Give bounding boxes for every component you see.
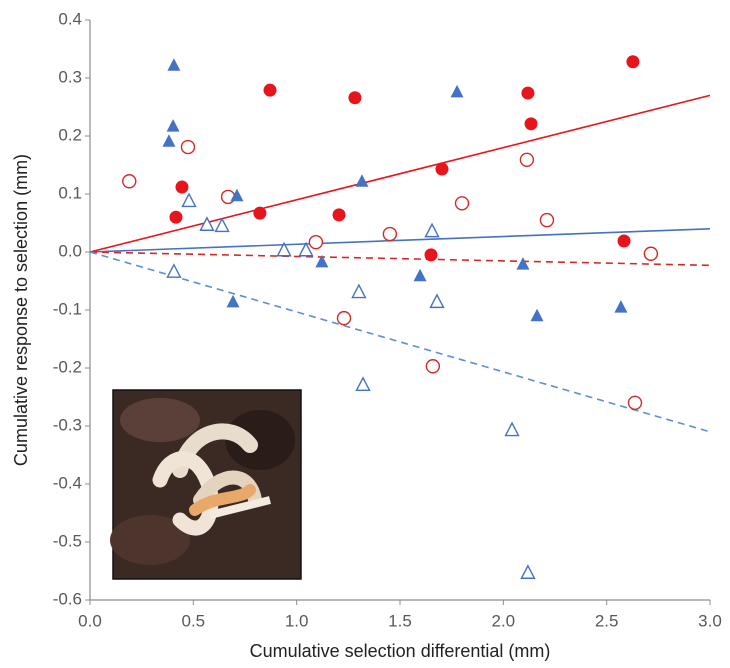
point (122, 174, 137, 189)
y-tick-label: 0.2 (58, 125, 82, 144)
point (539, 212, 555, 228)
y-tick-label: 0.4 (58, 9, 82, 28)
point (336, 310, 352, 326)
point (180, 139, 196, 155)
trend-line (89, 228, 711, 253)
point (253, 206, 267, 220)
y-tick-label: -0.1 (53, 299, 82, 318)
point (524, 117, 538, 131)
y-tick-label: 0.3 (58, 67, 82, 86)
y-tick-label: -0.6 (53, 589, 82, 608)
point (162, 134, 176, 147)
point (276, 241, 292, 257)
point (504, 421, 520, 437)
point (627, 395, 643, 410)
x-tick-label: 1.0 (285, 611, 309, 630)
point (521, 86, 535, 100)
trend-line (89, 94, 711, 253)
point (298, 241, 314, 257)
point (413, 268, 427, 282)
y-tick-label: 0.1 (58, 183, 82, 202)
point (181, 192, 197, 208)
point (429, 293, 445, 309)
x-axis-title: Cumulative selection differential (mm) (250, 641, 551, 661)
x-tick-label: 0.5 (182, 611, 206, 630)
point (530, 308, 544, 322)
point (214, 217, 230, 233)
inset-photo (110, 389, 302, 580)
point (516, 257, 530, 270)
x-tick-label: 1.5 (388, 611, 412, 630)
point (626, 55, 640, 69)
point (348, 91, 362, 105)
y-tick-label: -0.5 (53, 531, 82, 550)
point (614, 300, 628, 313)
point (450, 84, 464, 98)
point (643, 246, 659, 261)
point (230, 188, 244, 202)
point (435, 162, 449, 176)
point (166, 119, 180, 132)
point (425, 359, 441, 374)
point (617, 234, 631, 248)
x-tick-label: 2.0 (492, 611, 516, 630)
point (169, 210, 183, 224)
point (355, 376, 371, 392)
point (166, 263, 182, 278)
point (454, 196, 470, 211)
point (220, 189, 236, 205)
point (167, 58, 181, 71)
point (315, 254, 329, 268)
point (519, 152, 535, 167)
point (308, 234, 324, 250)
point (175, 180, 189, 194)
y-tick-label: -0.2 (53, 357, 82, 376)
x-tick-label: 0.0 (78, 611, 102, 630)
trend-line (89, 251, 711, 267)
y-tick-label: -0.3 (53, 415, 82, 434)
point (424, 222, 440, 238)
point (226, 294, 240, 308)
y-axis-title: Cumulative response to selection (mm) (11, 154, 31, 466)
x-tick-label: 3.0 (698, 611, 722, 630)
point (263, 83, 277, 97)
y-tick-label: 0.0 (58, 241, 82, 260)
point (520, 564, 536, 579)
point (199, 216, 215, 231)
point (332, 208, 346, 222)
y-tick-label: -0.4 (53, 473, 82, 492)
point (424, 248, 438, 262)
point (351, 283, 367, 299)
point (382, 226, 398, 242)
x-tick-label: 2.5 (595, 611, 619, 630)
point (355, 174, 369, 187)
